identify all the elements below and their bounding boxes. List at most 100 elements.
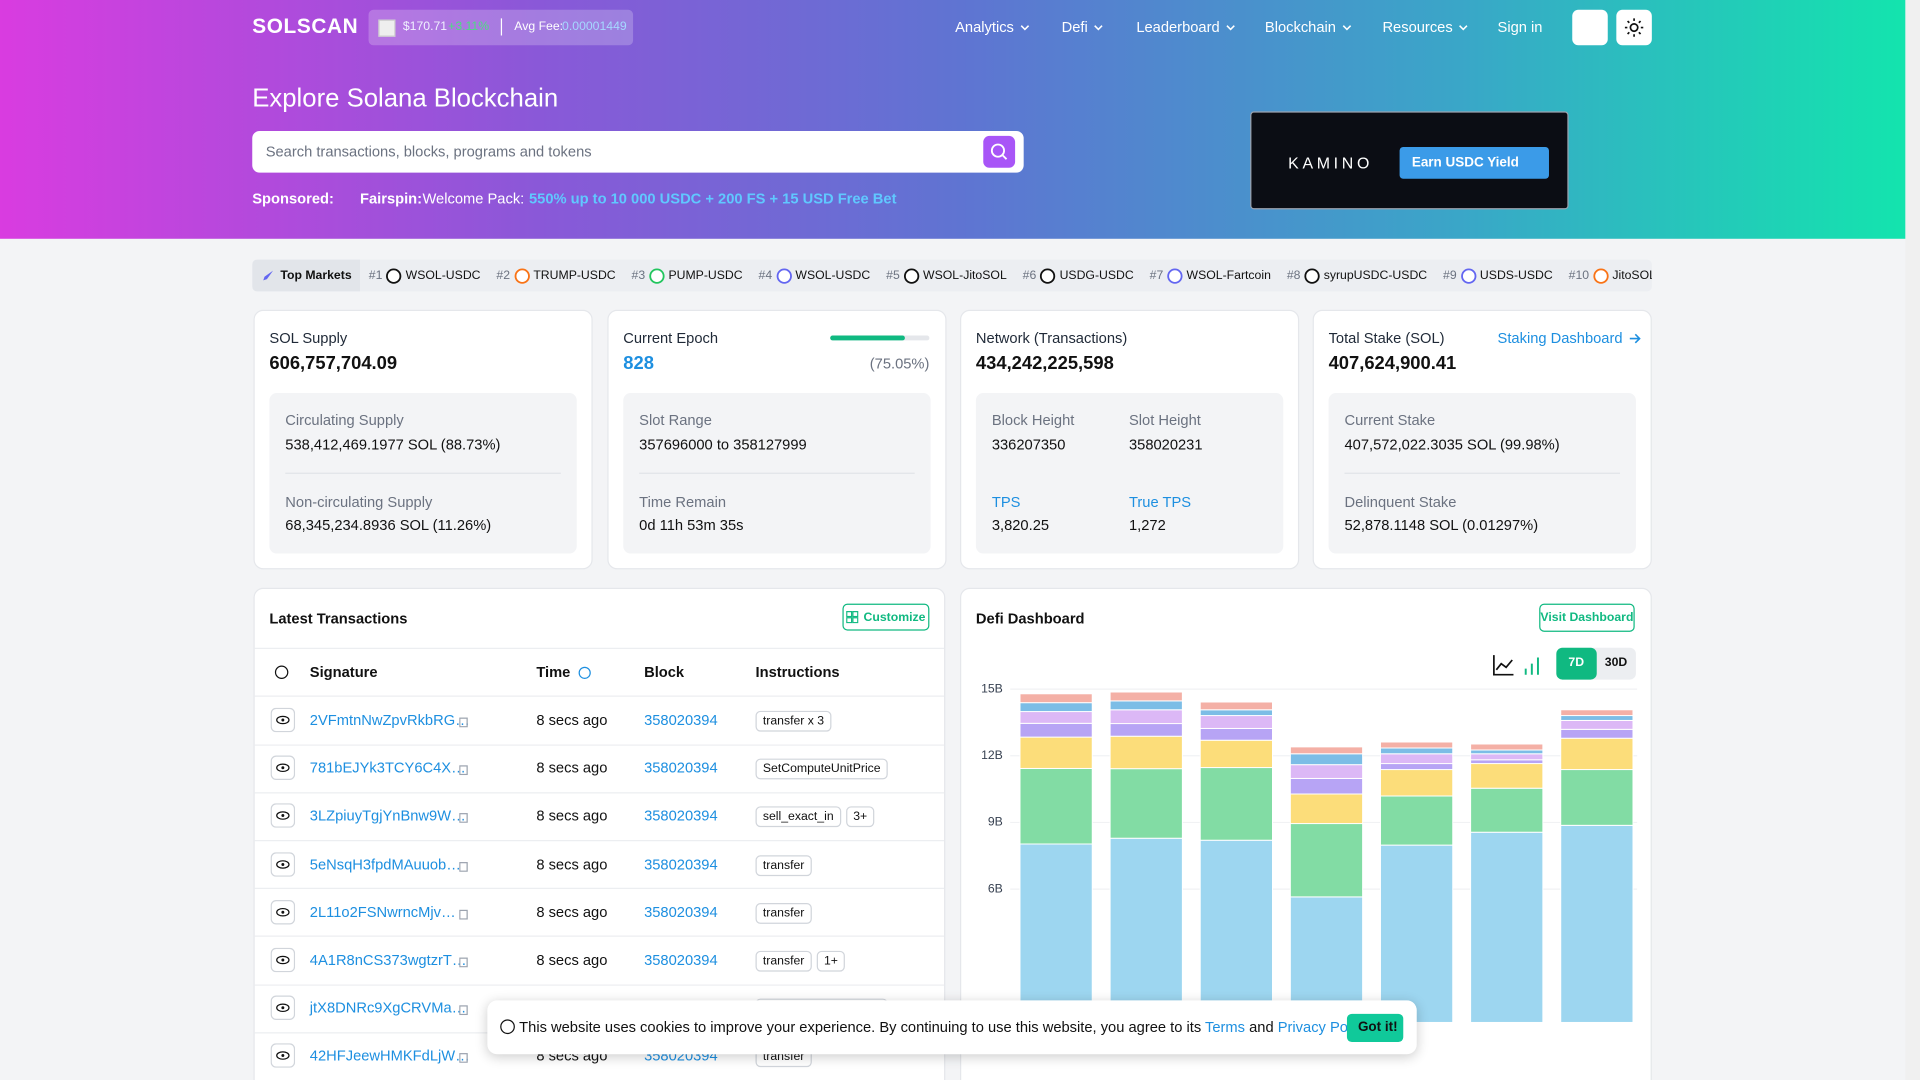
market-rank[interactable]: #4 [758, 268, 773, 283]
signature[interactable]: 2L11o2FSNwrncMjv… [309, 903, 456, 921]
search-box[interactable] [252, 131, 1024, 173]
signature[interactable]: jtX8DNRc9XgCRVMa… [309, 999, 467, 1017]
copy-icon-part [459, 957, 468, 968]
theme-button[interactable] [1616, 9, 1652, 46]
image-button[interactable] [1572, 9, 1608, 46]
stat-link-text[interactable]: Staking Dashboard [1497, 329, 1623, 347]
market-pair[interactable]: USDS-USDC [1479, 268, 1553, 283]
token-icon [1167, 267, 1183, 284]
stat-value: 828 [623, 353, 654, 375]
customize-button[interactable]: Customize [842, 603, 930, 631]
range-button[interactable]: 7D [1556, 647, 1597, 680]
nav-label[interactable]: Resources [1382, 18, 1453, 36]
got-it-text[interactable]: Got it! [1357, 1020, 1398, 1035]
ad-button[interactable] [1399, 146, 1549, 179]
stat-item-label: Circulating Supply [285, 411, 404, 429]
visit-button[interactable]: Visit Dashboard [1539, 603, 1635, 632]
market-item[interactable]: #4 WSOL-USDC [758, 267, 871, 284]
signature[interactable]: 5eNsqH3fpdMAuuob… [309, 855, 461, 873]
eye-button-part [281, 766, 285, 770]
eye-button [270, 1043, 296, 1069]
sponsor-offer[interactable]: 550% up to 10 000 USDC + 200 FS + 15 USD… [528, 189, 897, 207]
range-button[interactable]: 30D [1604, 656, 1628, 670]
y-tick-label: 12B [981, 748, 1003, 762]
block[interactable]: 358020394 [644, 903, 718, 921]
nav-item[interactable]: Defi [1061, 18, 1104, 36]
privacy-link[interactable]: Privacy Policy [1277, 1018, 1369, 1036]
got-it-button[interactable] [1346, 1013, 1404, 1043]
nav-label[interactable]: Analytics [955, 18, 1014, 36]
market-pair[interactable]: WSOL-USDC [795, 268, 871, 283]
chevron-part [1226, 24, 1235, 31]
stat-item-value: 68,345,234.8936 SOL (11.26%) [285, 516, 492, 534]
sign-in[interactable]: Sign in [1497, 18, 1543, 36]
nav-item[interactable]: Blockchain [1264, 18, 1352, 36]
nav-label[interactable]: Blockchain [1264, 18, 1336, 36]
market-rank[interactable]: #1 [368, 268, 383, 283]
market-pair[interactable]: TRUMP-USDC [533, 268, 616, 283]
block[interactable]: 358020394 [644, 711, 718, 729]
scrollbar[interactable] [1905, 0, 1920, 1080]
stat-link[interactable]: Staking Dashboard [1497, 329, 1641, 347]
line-chart-icon [1493, 655, 1514, 676]
market-pair[interactable]: PUMP-USDC [668, 268, 743, 283]
block[interactable]: 358020394 [644, 807, 718, 825]
stat-inner [975, 393, 1284, 554]
market-pair[interactable]: JitoSOL-WSOL [1612, 268, 1651, 283]
market-rank[interactable]: #7 [1149, 268, 1164, 283]
time: 8 secs ago [536, 855, 608, 873]
market-item[interactable]: #7 WSOL-Fartcoin [1149, 267, 1271, 284]
terms-link[interactable]: Terms [1204, 1018, 1246, 1036]
market-pair[interactable]: WSOL-USDC [405, 268, 481, 283]
block[interactable]: 358020394 [644, 951, 718, 969]
signature[interactable]: 781bEJYk3TCY6C4X… [309, 759, 466, 777]
divider [639, 472, 915, 474]
market-item[interactable]: #9 USDS-USDC [1443, 267, 1553, 284]
sponsor-name[interactable]: Fairspin: [360, 189, 423, 207]
market-rank[interactable]: #6 [1022, 268, 1037, 283]
ad-button-text[interactable]: Earn USDC Yield [1411, 155, 1519, 171]
market-item[interactable]: #5 WSOL-JitoSOL [886, 267, 1007, 284]
market-rank[interactable]: #3 [631, 268, 646, 283]
bar-segment [1470, 743, 1544, 751]
bar-segment [1109, 735, 1183, 770]
nav-label[interactable]: Leaderboard [1136, 18, 1220, 36]
instruction-tag: sell_exact_in [755, 806, 841, 828]
nav-item[interactable]: Resources [1382, 18, 1468, 36]
stat-item-label[interactable]: TPS [991, 493, 1021, 511]
grid-icon-part [852, 611, 859, 618]
market-pair[interactable]: WSOL-JitoSOL [923, 268, 1007, 283]
signature[interactable]: 2VFmtnNwZpvRkbRG… [309, 711, 470, 729]
market-item[interactable]: #2 TRUMP-USDC [496, 267, 616, 284]
signature[interactable]: 42HFJeewHMKFdLjW… [309, 1047, 470, 1065]
search-button[interactable] [983, 135, 1016, 168]
market-rank[interactable]: #5 [886, 268, 900, 283]
market-item[interactable]: #1 WSOL-USDC [368, 267, 481, 284]
signature[interactable]: 4A1R8nCS373wgtzrT… [309, 951, 467, 969]
signature[interactable]: 3LZpiuyTgjYnBnw9W… [309, 807, 466, 825]
stat-item-label[interactable]: True TPS [1128, 493, 1192, 511]
block[interactable]: 358020394 [644, 855, 718, 873]
nav-label[interactable]: Defi [1061, 18, 1088, 36]
market-rank[interactable]: #10 [1568, 268, 1590, 283]
market-pair[interactable]: USDG-USDC [1059, 268, 1134, 283]
sponsor-text[interactable]: Welcome Pack: [422, 189, 525, 207]
market-rank[interactable]: #2 [496, 268, 511, 283]
copy-icon [459, 957, 468, 968]
stat-item-label: Current Stake [1344, 411, 1436, 429]
logo[interactable]: SOLSCAN [252, 14, 359, 38]
nav-item[interactable]: Analytics [955, 18, 1030, 36]
market-rank[interactable]: #8 [1286, 268, 1301, 283]
market-rank[interactable]: #9 [1443, 268, 1457, 283]
market-pair[interactable]: syrupUSDC-USDC [1323, 268, 1428, 283]
market-item[interactable]: #6 USDG-USDC [1022, 267, 1134, 284]
market-item[interactable]: #3 PUMP-USDC [631, 267, 743, 284]
customize-text[interactable]: Customize [863, 610, 926, 624]
search-placeholder[interactable]: Search transactions, blocks, programs an… [265, 143, 592, 161]
block[interactable]: 358020394 [644, 759, 718, 777]
market-item[interactable]: #10 JitoSOL-WSOL [1568, 267, 1652, 284]
market-item[interactable]: #8 syrupUSDC-USDC [1286, 267, 1428, 284]
nav-item[interactable]: Leaderboard [1136, 18, 1235, 36]
market-pair[interactable]: WSOL-Fartcoin [1186, 268, 1271, 283]
progress-label: (75.05%) [869, 355, 930, 373]
